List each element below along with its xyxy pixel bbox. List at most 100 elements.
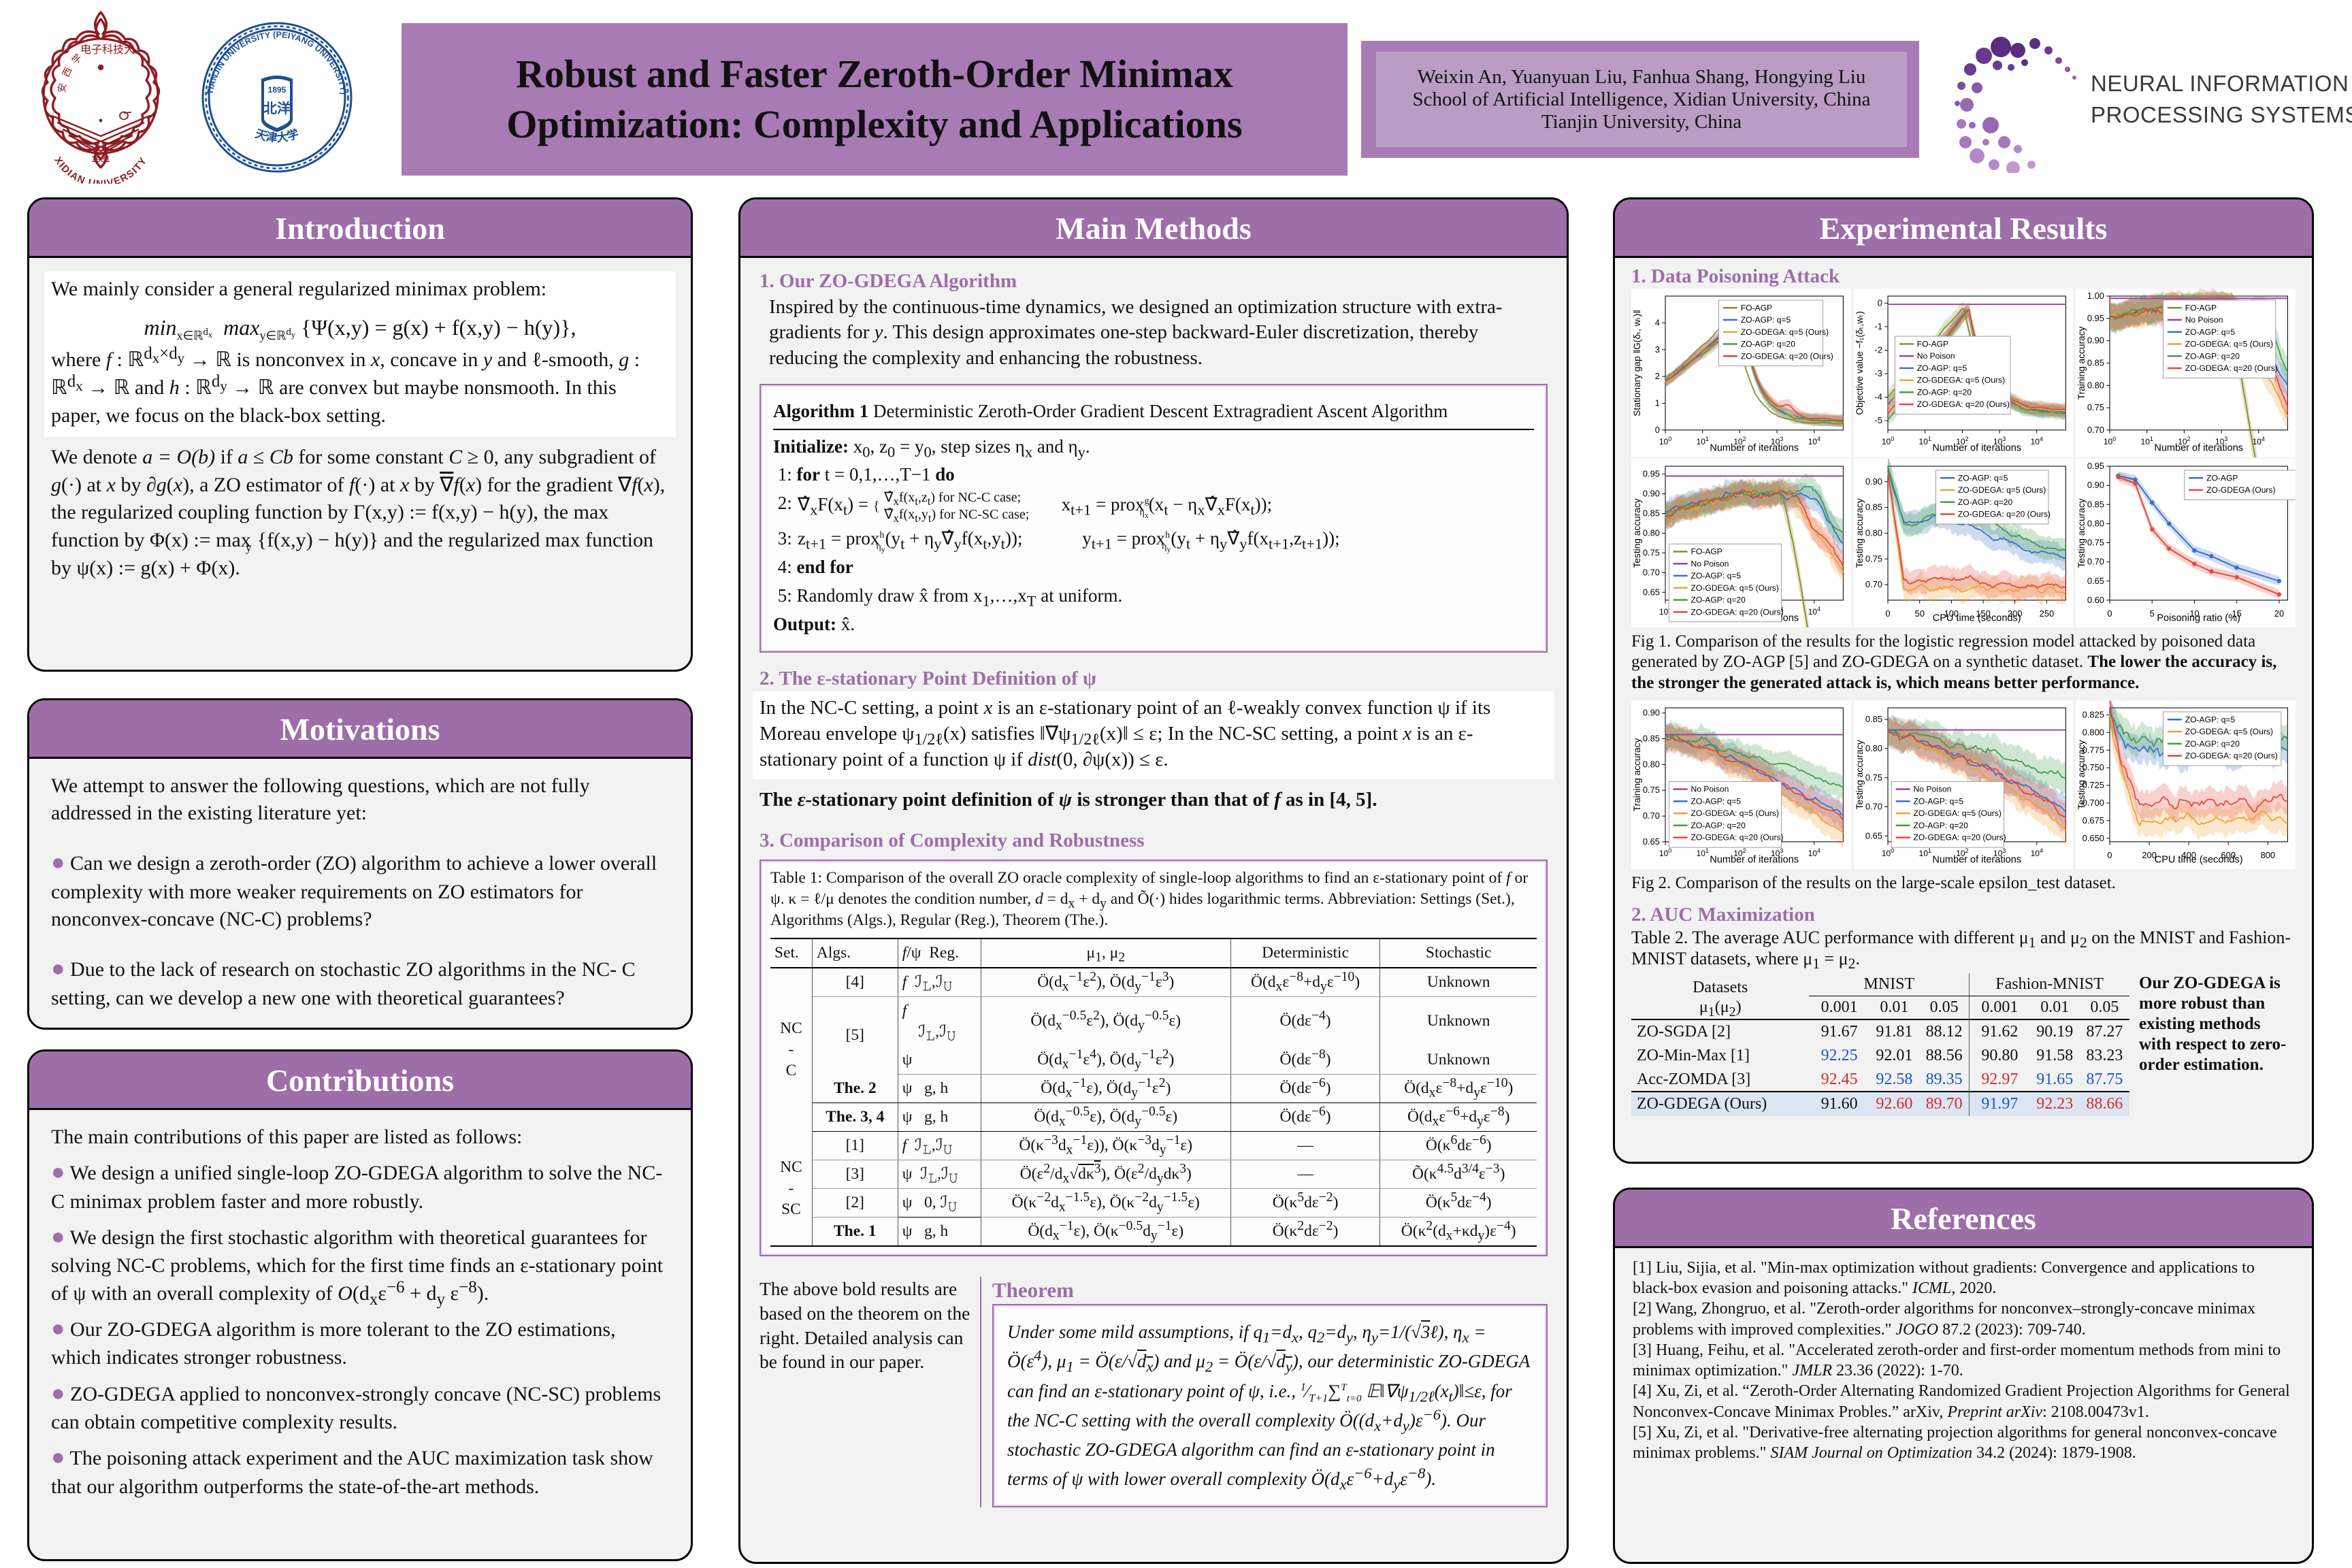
svg-text:ZO-AGP: q=20: ZO-AGP: q=20 <box>1741 339 1796 348</box>
svg-text:0: 0 <box>2108 608 2112 619</box>
svg-text:101: 101 <box>1697 847 1709 858</box>
svg-text:0.825: 0.825 <box>2082 710 2104 720</box>
svg-text:0.85: 0.85 <box>2087 357 2104 368</box>
svg-text:0.85: 0.85 <box>2087 499 2104 509</box>
svg-text:ZO-AGP: q=5: ZO-AGP: q=5 <box>2185 327 2236 337</box>
svg-text:西: 西 <box>61 66 75 79</box>
svg-text:100: 100 <box>2104 436 2116 446</box>
svg-text:Number of iterations: Number of iterations <box>1932 855 2021 866</box>
svg-text:Training accuracy: Training accuracy <box>2076 326 2087 399</box>
svg-text:NEURAL INFORMATION: NEURAL INFORMATION <box>2091 71 2349 96</box>
svg-text:104: 104 <box>1808 847 1820 858</box>
svg-text:0.80: 0.80 <box>1643 527 1660 538</box>
svg-text:100: 100 <box>1881 436 1893 446</box>
svg-text:ZO-GDEGA: q=5 (Ours): ZO-GDEGA: q=5 (Ours) <box>1913 808 2001 818</box>
svg-text:101: 101 <box>1918 847 1931 858</box>
svg-text:-4: -4 <box>1874 391 1882 402</box>
svg-text:1895: 1895 <box>268 85 287 95</box>
svg-text:100: 100 <box>1881 847 1893 858</box>
svg-text:0.70: 0.70 <box>1865 579 1882 589</box>
svg-text:0.65: 0.65 <box>2087 576 2104 586</box>
svg-text:Testing accuracy: Testing accuracy <box>2076 498 2087 568</box>
svg-text:0.70: 0.70 <box>1865 802 1882 812</box>
svg-text:0.80: 0.80 <box>2087 518 2104 528</box>
svg-text:0.70: 0.70 <box>1643 567 1660 577</box>
svg-text:ZO-AGP: q=5: ZO-AGP: q=5 <box>1913 797 1963 806</box>
svg-text:ZO-GDEGA: q=5 (Ours): ZO-GDEGA: q=5 (Ours) <box>1958 485 2046 495</box>
svg-text:ZO-AGP: q=20: ZO-AGP: q=20 <box>1916 387 1972 397</box>
svg-text:FO-AGP: FO-AGP <box>1691 546 1722 556</box>
svg-text:0.65: 0.65 <box>1643 587 1660 597</box>
svg-text:-1: -1 <box>1874 321 1882 331</box>
svg-text:0.60: 0.60 <box>2087 595 2104 605</box>
svg-text:ZO-GDEGA: q=5 (Ours): ZO-GDEGA: q=5 (Ours) <box>2185 727 2273 736</box>
svg-text:0: 0 <box>1655 425 1660 435</box>
svg-text:Testing accuracy: Testing accuracy <box>1855 740 1865 810</box>
svg-text:3: 3 <box>1655 344 1660 355</box>
svg-text:2: 2 <box>1655 371 1660 381</box>
svg-text:Number of iterations: Number of iterations <box>1710 855 1799 866</box>
svg-text:ZO-GDEGA: q=5 (Ours): ZO-GDEGA: q=5 (Ours) <box>1691 808 1779 818</box>
svg-text:104: 104 <box>1808 606 1820 617</box>
svg-text:0: 0 <box>1877 297 1882 308</box>
svg-text:5: 5 <box>2150 608 2155 619</box>
svg-text:ZO-GDEGA: q=20 (Ours): ZO-GDEGA: q=20 (Ours) <box>1958 509 2051 519</box>
svg-text:ZO-AGP: q=5: ZO-AGP: q=5 <box>1916 363 1967 373</box>
svg-text:0.90: 0.90 <box>2087 335 2104 345</box>
svg-text:ZO-AGP: q=5: ZO-AGP: q=5 <box>1958 473 2008 483</box>
svg-text:0.90: 0.90 <box>1643 708 1660 718</box>
svg-text:0.75: 0.75 <box>2087 402 2104 412</box>
svg-text:FO-AGP: FO-AGP <box>2185 303 2217 312</box>
svg-text:104: 104 <box>2030 436 2042 446</box>
svg-text:0.80: 0.80 <box>1643 760 1660 770</box>
svg-text:ZO-AGP: q=20: ZO-AGP: q=20 <box>1691 821 1746 830</box>
svg-text:0.70: 0.70 <box>2087 425 2104 435</box>
svg-text:Number of iterations: Number of iterations <box>2155 442 2244 453</box>
svg-text:ZO-AGP: q=5: ZO-AGP: q=5 <box>2185 715 2236 725</box>
svg-text:FO-AGP: FO-AGP <box>1741 303 1772 312</box>
svg-text:0.75: 0.75 <box>2087 537 2104 547</box>
svg-text:-2: -2 <box>1874 344 1882 355</box>
svg-text:100: 100 <box>1659 847 1671 858</box>
svg-text:0.85: 0.85 <box>1865 502 1882 512</box>
svg-text:PROCESSING SYSTEMS: PROCESSING SYSTEMS <box>2091 102 2352 127</box>
svg-text:Testing accuracy: Testing accuracy <box>1632 498 1642 568</box>
svg-text:0.650: 0.650 <box>2082 833 2104 843</box>
svg-text:CPU time (seconds): CPU time (seconds) <box>1932 612 2021 623</box>
svg-text:250: 250 <box>2039 608 2054 619</box>
svg-text:ZO-AGP: q=20: ZO-AGP: q=20 <box>1691 595 1746 604</box>
svg-text:0.85: 0.85 <box>1643 734 1660 744</box>
svg-text:0.95: 0.95 <box>2087 461 2104 471</box>
svg-text:0.85: 0.85 <box>1643 508 1660 518</box>
svg-text:0.75: 0.75 <box>1865 553 1882 564</box>
svg-text:ZO-GDEGA: q=20 (Ours): ZO-GDEGA: q=20 (Ours) <box>1691 833 1784 843</box>
svg-text:ZO-AGP: q=20: ZO-AGP: q=20 <box>2185 739 2240 749</box>
svg-text:ZO-GDEGA: q=20 (Ours): ZO-GDEGA: q=20 (Ours) <box>1741 351 1833 361</box>
svg-text:CPU time (seconds): CPU time (seconds) <box>2155 855 2243 866</box>
svg-text:104: 104 <box>2253 436 2265 446</box>
svg-text:0.90: 0.90 <box>1643 488 1660 498</box>
svg-text:101: 101 <box>1697 436 1709 446</box>
svg-text:ZO-AGP: q=20: ZO-AGP: q=20 <box>1958 497 2013 507</box>
svg-text:20: 20 <box>2274 608 2284 619</box>
svg-text:No Poison: No Poison <box>1916 351 1955 361</box>
svg-text:ZO-GDEGA: q=20 (Ours): ZO-GDEGA: q=20 (Ours) <box>2185 751 2278 761</box>
svg-text:0.95: 0.95 <box>1643 469 1660 479</box>
svg-text:0.75: 0.75 <box>1643 785 1660 796</box>
svg-text:0.65: 0.65 <box>1865 831 1882 841</box>
svg-text:0: 0 <box>2108 850 2112 860</box>
svg-text:ZO-GDEGA: q=5 (Ours): ZO-GDEGA: q=5 (Ours) <box>1916 375 2004 385</box>
svg-text:0.80: 0.80 <box>1865 527 1882 538</box>
svg-text:0.75: 0.75 <box>1865 772 1882 783</box>
svg-text:Testing accuracy: Testing accuracy <box>1855 498 1865 568</box>
svg-text:0.90: 0.90 <box>1865 476 1882 487</box>
svg-text:0.80: 0.80 <box>1865 743 1882 753</box>
svg-text:101: 101 <box>2141 436 2153 446</box>
svg-text:ZO-AGP: ZO-AGP <box>2206 473 2238 483</box>
svg-text:No Poison: No Poison <box>2185 315 2223 325</box>
svg-text:Testing accuracy: Testing accuracy <box>2076 740 2087 810</box>
svg-text:1.00: 1.00 <box>2087 291 2104 301</box>
svg-text:安: 安 <box>56 82 69 94</box>
svg-text:ZO-AGP: q=5: ZO-AGP: q=5 <box>1691 571 1742 581</box>
svg-text:ZO-GDEGA: q=20 (Ours): ZO-GDEGA: q=20 (Ours) <box>1913 833 2006 843</box>
